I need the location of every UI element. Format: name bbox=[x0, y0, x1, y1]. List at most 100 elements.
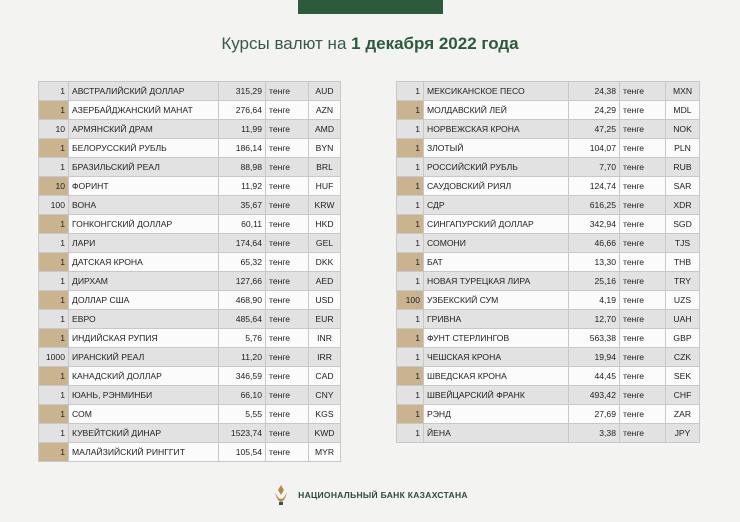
rates-table: 1 МЕКСИКАНСКОЕ ПЕСО 24,38 тенге MXN 1 МОЛДАВСК… bbox=[396, 81, 700, 443]
rate-row: 1 КУВЕЙТСКИЙ ДИНАР 1523,74 тенге KWD bbox=[38, 423, 341, 443]
cell-rate: 44,45 bbox=[568, 366, 620, 386]
cell-rate: 563,38 bbox=[568, 328, 620, 348]
cell-rate: 12,70 bbox=[568, 309, 620, 329]
cell-rate: 4,19 bbox=[568, 290, 620, 310]
cell-name: ЙЕНА bbox=[423, 423, 569, 443]
cell-rate: 11,20 bbox=[218, 347, 266, 367]
cell-unit: тенге bbox=[619, 404, 666, 424]
rate-row: 1 ГОНКОНГСКИЙ ДОЛЛАР 60,11 тенге HKD bbox=[38, 214, 341, 234]
cell-amt: 1 bbox=[396, 252, 424, 272]
rate-row: 1 РЭНД 27,69 тенге ZAR bbox=[396, 404, 700, 424]
cell-amt: 1 bbox=[38, 271, 69, 291]
rate-row: 1 ЮАНЬ, РЭНМИНБИ 66,10 тенге CNY bbox=[38, 385, 341, 405]
cell-code: JPY bbox=[665, 423, 700, 443]
cell-name: БАТ bbox=[423, 252, 569, 272]
cell-name: ДАТСКАЯ КРОНА bbox=[68, 252, 219, 272]
cell-code: CNY bbox=[308, 385, 341, 405]
cell-name: ГРИВНА bbox=[423, 309, 569, 329]
cell-code: AED bbox=[308, 271, 341, 291]
cell-rate: 27,69 bbox=[568, 404, 620, 424]
cell-code: HKD bbox=[308, 214, 341, 234]
cell-name: АРМЯНСКИЙ ДРАМ bbox=[68, 119, 219, 139]
cell-amt: 1 bbox=[396, 385, 424, 405]
cell-amt: 1 bbox=[38, 252, 69, 272]
cell-unit: тенге bbox=[619, 100, 666, 120]
rate-row: 1 РОССИЙСКИЙ РУБЛЬ 7,70 тенге RUB bbox=[396, 157, 700, 177]
cell-amt: 100 bbox=[38, 195, 69, 215]
cell-amt: 1 bbox=[38, 366, 69, 386]
cell-code: UZS bbox=[665, 290, 700, 310]
cell-amt: 1 bbox=[38, 309, 69, 329]
rate-row: 1 ИНДИЙСКАЯ РУПИЯ 5,76 тенге INR bbox=[38, 328, 341, 348]
rate-row: 1 ДОЛЛАР США 468,90 тенге USD bbox=[38, 290, 341, 310]
cell-name: КУВЕЙТСКИЙ ДИНАР bbox=[68, 423, 219, 443]
cell-rate: 25,16 bbox=[568, 271, 620, 291]
cell-unit: тенге bbox=[619, 252, 666, 272]
cell-unit: тенге bbox=[265, 252, 309, 272]
cell-code: SGD bbox=[665, 214, 700, 234]
cell-amt: 1 bbox=[38, 328, 69, 348]
cell-unit: тенге bbox=[265, 347, 309, 367]
cell-name: МАЛАЙЗИЙСКИЙ РИНГГИТ bbox=[68, 442, 219, 462]
cell-code: AUD bbox=[308, 81, 341, 101]
cell-name: НОВАЯ ТУРЕЦКАЯ ЛИРА bbox=[423, 271, 569, 291]
cell-rate: 1523,74 bbox=[218, 423, 266, 443]
cell-name: ЛАРИ bbox=[68, 233, 219, 253]
cell-code: KWD bbox=[308, 423, 341, 443]
cell-amt: 1 bbox=[38, 157, 69, 177]
rates-table: 1 АВСТРАЛИЙСКИЙ ДОЛЛАР 315,29 тенге AUD 1 АЗЕР… bbox=[38, 81, 341, 462]
title-prefix: Курсы валют на bbox=[221, 34, 347, 53]
cell-rate: 66,10 bbox=[218, 385, 266, 405]
cell-code: MYR bbox=[308, 442, 341, 462]
cell-amt: 1 bbox=[396, 404, 424, 424]
cell-rate: 105,54 bbox=[218, 442, 266, 462]
cell-rate: 468,90 bbox=[218, 290, 266, 310]
rate-row: 1 КАНАДСКИЙ ДОЛЛАР 346,59 тенге CAD bbox=[38, 366, 341, 386]
cell-code: EUR bbox=[308, 309, 341, 329]
cell-amt: 1 bbox=[38, 290, 69, 310]
rate-row: 1 ГРИВНА 12,70 тенге UAH bbox=[396, 309, 700, 329]
cell-name: БРАЗИЛЬСКИЙ РЕАЛ bbox=[68, 157, 219, 177]
cell-name: СОМОНИ bbox=[423, 233, 569, 253]
cell-code: IRR bbox=[308, 347, 341, 367]
cell-name: МЕКСИКАНСКОЕ ПЕСО bbox=[423, 81, 569, 101]
cell-code: USD bbox=[308, 290, 341, 310]
cell-name: НОРВЕЖСКАЯ КРОНА bbox=[423, 119, 569, 139]
cell-name: БЕЛОРУССКИЙ РУБЛЬ bbox=[68, 138, 219, 158]
cell-amt: 1 bbox=[38, 404, 69, 424]
rate-row: 1 САУДОВСКИЙ РИЯЛ 124,74 тенге SAR bbox=[396, 176, 700, 196]
cell-amt: 10 bbox=[38, 176, 69, 196]
rate-row: 10 ФОРИНТ 11,92 тенге HUF bbox=[38, 176, 341, 196]
cell-name: ШВЕДСКАЯ КРОНА bbox=[423, 366, 569, 386]
cell-amt: 1000 bbox=[38, 347, 69, 367]
cell-name: ДИРХАМ bbox=[68, 271, 219, 291]
cell-amt: 1 bbox=[396, 138, 424, 158]
rate-row: 1 ЗЛОТЫЙ 104,07 тенге PLN bbox=[396, 138, 700, 158]
rate-row: 1 НОВАЯ ТУРЕЦКАЯ ЛИРА 25,16 тенге TRY bbox=[396, 271, 700, 291]
cell-amt: 1 bbox=[396, 176, 424, 196]
rate-row: 1 ШВЕДСКАЯ КРОНА 44,45 тенге SEK bbox=[396, 366, 700, 386]
cell-unit: тенге bbox=[265, 442, 309, 462]
cell-name: КАНАДСКИЙ ДОЛЛАР bbox=[68, 366, 219, 386]
cell-rate: 346,59 bbox=[218, 366, 266, 386]
cell-name: ЕВРО bbox=[68, 309, 219, 329]
cell-amt: 1 bbox=[396, 423, 424, 443]
cell-amt: 1 bbox=[396, 157, 424, 177]
cell-unit: тенге bbox=[619, 290, 666, 310]
title-date: 1 декабря 2022 года bbox=[351, 34, 519, 53]
cell-code: MXN bbox=[665, 81, 700, 101]
cell-unit: тенге bbox=[265, 233, 309, 253]
title: Курсы валют на 1 декабря 2022 года bbox=[0, 34, 740, 54]
cell-rate: 342,94 bbox=[568, 214, 620, 234]
cell-name: ФОРИНТ bbox=[68, 176, 219, 196]
cell-name: ФУНТ СТЕРЛИНГОВ bbox=[423, 328, 569, 348]
rate-row: 1 ЛАРИ 174,64 тенге GEL bbox=[38, 233, 341, 253]
cell-rate: 35,67 bbox=[218, 195, 266, 215]
cell-unit: тенге bbox=[265, 81, 309, 101]
cell-rate: 315,29 bbox=[218, 81, 266, 101]
rate-row: 1000 ИРАНСКИЙ РЕАЛ 11,20 тенге IRR bbox=[38, 347, 341, 367]
cell-rate: 493,42 bbox=[568, 385, 620, 405]
cell-rate: 616,25 bbox=[568, 195, 620, 215]
cell-code: SAR bbox=[665, 176, 700, 196]
cell-amt: 10 bbox=[38, 119, 69, 139]
